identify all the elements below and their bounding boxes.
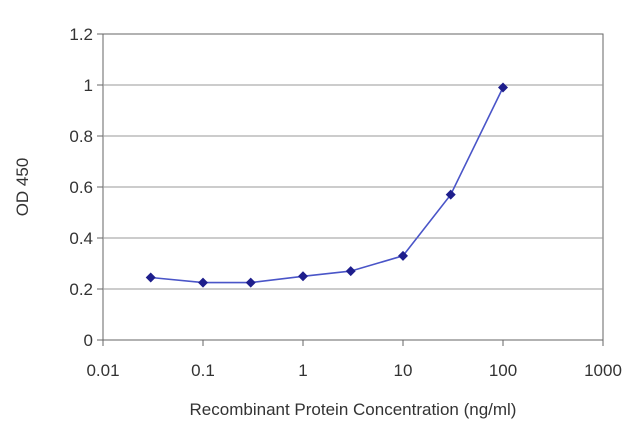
- series-line: [150, 87, 504, 284]
- y-axis-ticks: 0 0.2 0.4 0.6 0.8 1 1.2: [69, 25, 103, 350]
- y-tick-label: 1: [84, 76, 93, 95]
- grid-lines: [103, 84, 603, 290]
- y-tick-label: 1.2: [69, 25, 93, 44]
- x-axis-ticks: 0.01 0.1 1 10 100 1000: [86, 340, 622, 380]
- data-point: [198, 277, 208, 288]
- y-axis-title: OD 450: [13, 158, 32, 217]
- data-point: [145, 272, 156, 283]
- data-point: [298, 271, 308, 282]
- y-tick-label: 0.6: [69, 178, 93, 197]
- y-tick-label: 0.8: [69, 127, 93, 146]
- data-series: [145, 82, 508, 288]
- x-tick-label: 1000: [584, 361, 622, 380]
- x-axis-title: Recombinant Protein Concentration (ng/ml…: [190, 400, 517, 419]
- x-tick-label: 10: [394, 361, 413, 380]
- data-point: [398, 250, 408, 261]
- x-tick-label: 0.1: [191, 361, 215, 380]
- data-point: [245, 277, 256, 288]
- x-tick-label: 1: [298, 361, 307, 380]
- y-tick-label: 0.2: [69, 280, 93, 299]
- x-tick-label: 0.01: [86, 361, 119, 380]
- x-tick-label: 100: [489, 361, 517, 380]
- y-tick-label: 0: [84, 331, 93, 350]
- data-point: [498, 82, 508, 93]
- data-point: [445, 189, 456, 200]
- data-point: [345, 266, 356, 277]
- y-tick-label: 0.4: [69, 229, 93, 248]
